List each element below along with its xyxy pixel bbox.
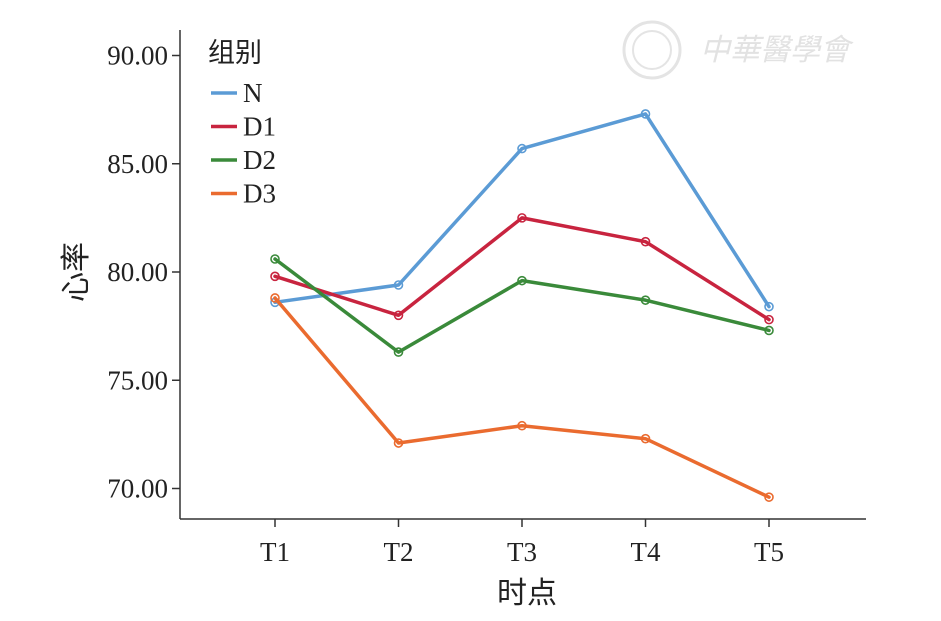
data-point xyxy=(393,310,404,321)
y-tick-label: 75.00 xyxy=(107,365,168,395)
y-axis-title: 心率 xyxy=(60,242,93,302)
data-point xyxy=(517,143,527,154)
series-d1 xyxy=(270,213,774,325)
x-axis-title: 时点 xyxy=(497,577,557,610)
data-point xyxy=(640,109,651,119)
legend-label: D1 xyxy=(243,112,276,142)
legend-label: D3 xyxy=(243,179,276,209)
data-point xyxy=(640,236,651,247)
data-point xyxy=(517,213,527,223)
series-line xyxy=(273,296,771,499)
series-d3 xyxy=(270,293,774,502)
series-layer xyxy=(270,109,774,502)
y-axis-ticks: 70.00 75.00 80.00 85.00 90.00 xyxy=(107,41,180,504)
y-tick-label: 70.00 xyxy=(107,474,168,504)
data-point xyxy=(517,420,527,431)
y-tick-label: 85.00 xyxy=(107,149,168,179)
data-point xyxy=(270,254,280,264)
x-tick-label: T2 xyxy=(384,537,414,567)
legend-label: D2 xyxy=(243,145,276,175)
x-tick-label: T4 xyxy=(631,537,661,567)
data-point xyxy=(517,275,527,286)
watermark-seal-icon xyxy=(622,20,682,80)
data-point xyxy=(764,314,774,325)
data-point xyxy=(640,295,651,305)
series-line xyxy=(273,257,771,354)
watermark-text: 中華醫學會 xyxy=(700,33,854,68)
data-point xyxy=(764,492,774,502)
data-point xyxy=(270,293,280,303)
series-d2 xyxy=(270,254,774,357)
x-axis-ticks: T1 T2 T3 T4 T5 xyxy=(260,519,784,567)
x-tick-label: T3 xyxy=(507,537,537,567)
data-point xyxy=(393,347,404,357)
series-line xyxy=(273,112,771,309)
data-point xyxy=(764,301,774,312)
data-point xyxy=(393,280,404,290)
x-tick-label: T5 xyxy=(754,537,784,567)
data-point xyxy=(393,438,404,448)
series-line xyxy=(273,216,771,322)
y-tick-label: 90.00 xyxy=(107,41,168,71)
legend-title: 组别 xyxy=(208,38,262,68)
data-point xyxy=(640,433,651,444)
y-tick-label: 80.00 xyxy=(107,257,168,287)
legend-label: N xyxy=(243,78,263,108)
data-point xyxy=(764,325,774,336)
x-tick-label: T1 xyxy=(260,537,290,567)
watermark: 中華醫學會 xyxy=(622,20,854,80)
data-point xyxy=(270,271,280,282)
